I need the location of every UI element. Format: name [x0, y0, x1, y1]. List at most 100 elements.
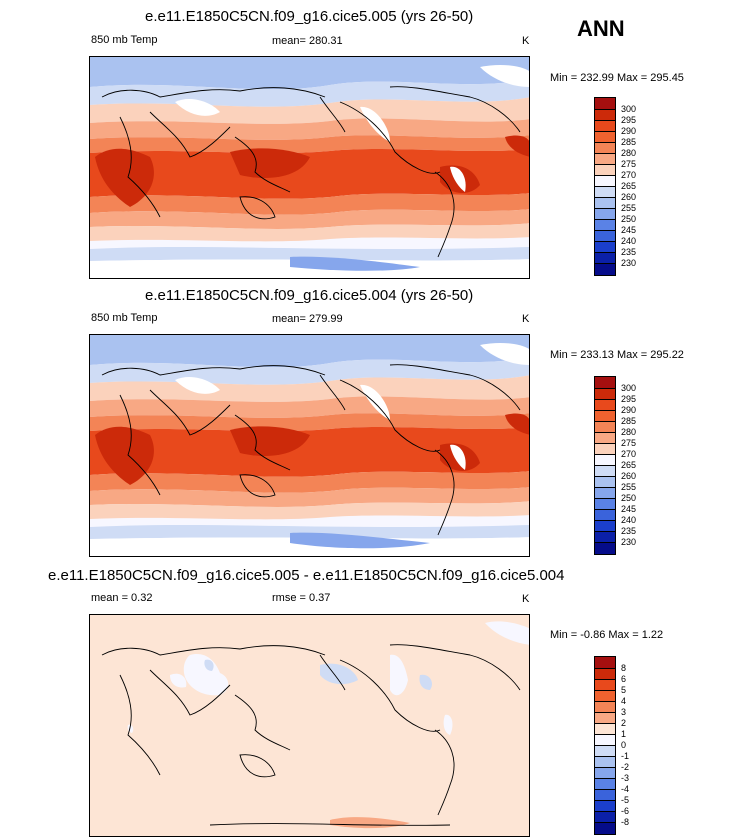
panel-3-colorbar-tick: -2 [621, 762, 630, 772]
panel-1-colorbar-tick: 240 [621, 236, 637, 246]
panel-1-colorbar-swatch [595, 209, 615, 220]
panel-1-colorbar-tick: 245 [621, 225, 637, 235]
panel-3-colorbar-swatch [595, 812, 615, 823]
panel-2-title: e.e11.E1850C5CN.f09_g16.cice5.004 (yrs 2… [145, 287, 474, 304]
panel-3-colorbar-swatch [595, 669, 615, 680]
panel-2-map [89, 334, 530, 557]
panel-1-units-label: K [522, 35, 530, 47]
panel-1-colorbar-tick: 265 [621, 181, 637, 191]
panel-1-colorbar-swatch [595, 176, 615, 187]
panel-2-colorbar-tick: 280 [621, 427, 637, 437]
panel-1-colorbar-swatch [595, 132, 615, 143]
panel-3-colorbar-tick: -3 [621, 773, 630, 783]
panel-2-variable-label: 850 mb Temp [91, 312, 158, 324]
panel-1-colorbar-tick: 275 [621, 159, 637, 169]
panel-2-colorbar-tick: 240 [621, 515, 637, 525]
panel-3-colorbar-tick: 6 [621, 674, 627, 684]
panel-2-colorbar-tick: 290 [621, 405, 637, 415]
panel-3-colorbar-swatch [595, 713, 615, 724]
panel-3-colorbar-swatch [595, 657, 615, 669]
panel-2-colorbar-swatch [595, 510, 615, 521]
panel-2-colorbar-swatch [595, 521, 615, 532]
panel-2-colorbar-tick: 260 [621, 471, 637, 481]
panel-2-colorbar-tick: 230 [621, 537, 637, 547]
panel-1-colorbar-tick: 295 [621, 115, 637, 125]
panel-2-colorbar-swatch [595, 466, 615, 477]
panel-2-colorbar-tick: 255 [621, 482, 637, 492]
panel-2-colorbar-swatch [595, 477, 615, 488]
panel-2-colorbar-swatch [595, 400, 615, 411]
panel-3-colorbar-swatch [595, 823, 615, 834]
panel-1-colorbar-tick: 280 [621, 148, 637, 158]
panel-3-colorbar-tick: 4 [621, 696, 627, 706]
panel-3-colorbar-tick: 5 [621, 685, 627, 695]
panel-3-colorbar-tick: -5 [621, 795, 630, 805]
panel-1-colorbar-swatch [595, 264, 615, 275]
panel-1-colorbar-tick: 300 [621, 104, 637, 114]
panel-1-colorbar-swatch [595, 110, 615, 121]
panel-1-title: e.e11.E1850C5CN.f09_g16.cice5.005 (yrs 2… [145, 8, 474, 25]
panel-1-map [89, 56, 530, 279]
panel-2-colorbar-tick: 285 [621, 416, 637, 426]
panel-3-colorbar-tick: 8 [621, 663, 627, 673]
panel-2-minmax: Min = 233.13 Max = 295.22 [550, 349, 684, 361]
panel-1-colorbar-tick: 235 [621, 247, 637, 257]
panel-3-title: e.e11.E1850C5CN.f09_g16.cice5.005 - e.e1… [48, 567, 565, 584]
panel-3-colorbar-swatch [595, 746, 615, 757]
panel-3-colorbar-tick: 2 [621, 718, 627, 728]
panel-2-colorbar-tick: 265 [621, 460, 637, 470]
panel-1-colorbar-swatch [595, 253, 615, 264]
panel-3-mean-label: mean = 0.32 [91, 592, 153, 604]
panel-2-colorbar-swatch [595, 455, 615, 466]
panel-1-minmax: Min = 232.99 Max = 295.45 [550, 72, 684, 84]
panel-1-colorbar-swatch [595, 165, 615, 176]
panel-2-colorbar-tick: 295 [621, 394, 637, 404]
panel-1-mean-label: mean= 280.31 [272, 35, 343, 47]
panel-3-difference-field [90, 615, 529, 836]
panel-3-colorbar-tick: 1 [621, 729, 627, 739]
panel-1-colorbar-tick: 230 [621, 258, 637, 268]
panel-3-colorbar-tick: -4 [621, 784, 630, 794]
panel-3-units-label: K [522, 593, 530, 605]
panel-2-colorbar-tick: 235 [621, 526, 637, 536]
panel-1-colorbar-swatch [595, 154, 615, 165]
panel-2-colorbar [594, 376, 616, 555]
panel-2-colorbar-swatch [595, 499, 615, 510]
panel-3-colorbar-swatch [595, 768, 615, 779]
panel-1-temperature-field [90, 57, 529, 278]
panel-1-colorbar-swatch [595, 242, 615, 253]
panel-3-colorbar-swatch [595, 779, 615, 790]
panel-3-rmse-label: rmse = 0.37 [272, 592, 331, 604]
panel-1-colorbar-tick: 285 [621, 137, 637, 147]
panel-1-colorbar-swatch [595, 187, 615, 198]
panel-1-colorbar-tick: 290 [621, 126, 637, 136]
panel-3-colorbar-tick: -8 [621, 817, 630, 827]
panel-1-colorbar-swatch [595, 143, 615, 154]
panel-2-colorbar-swatch [595, 543, 615, 554]
panel-2-colorbar-swatch [595, 433, 615, 444]
panel-3-colorbar-swatch [595, 801, 615, 812]
panel-2-colorbar-swatch [595, 488, 615, 499]
panel-2-mean-label: mean= 279.99 [272, 313, 343, 325]
panel-2-colorbar-tick: 300 [621, 383, 637, 393]
panel-2-colorbar-swatch [595, 377, 615, 389]
panel-3-colorbar [594, 656, 616, 835]
panel-1-colorbar [594, 97, 616, 276]
panel-2-colorbar-swatch [595, 532, 615, 543]
panel-1-variable-label: 850 mb Temp [91, 34, 158, 46]
panel-1-colorbar-swatch [595, 220, 615, 231]
panel-3-colorbar-swatch [595, 691, 615, 702]
panel-3-colorbar-swatch [595, 790, 615, 801]
panel-1-colorbar-swatch [595, 121, 615, 132]
panel-3-colorbar-tick: 3 [621, 707, 627, 717]
panel-2-units-label: K [522, 313, 530, 325]
panel-3-colorbar-swatch [595, 680, 615, 691]
panel-3-colorbar-tick: -6 [621, 806, 630, 816]
panel-3-colorbar-tick: 0 [621, 740, 627, 750]
panel-3-colorbar-swatch [595, 702, 615, 713]
panel-3-colorbar-tick: -1 [621, 751, 630, 761]
panel-1-colorbar-tick: 270 [621, 170, 637, 180]
panel-2-colorbar-tick: 250 [621, 493, 637, 503]
panel-2-colorbar-tick: 270 [621, 449, 637, 459]
panel-3-map [89, 614, 530, 837]
